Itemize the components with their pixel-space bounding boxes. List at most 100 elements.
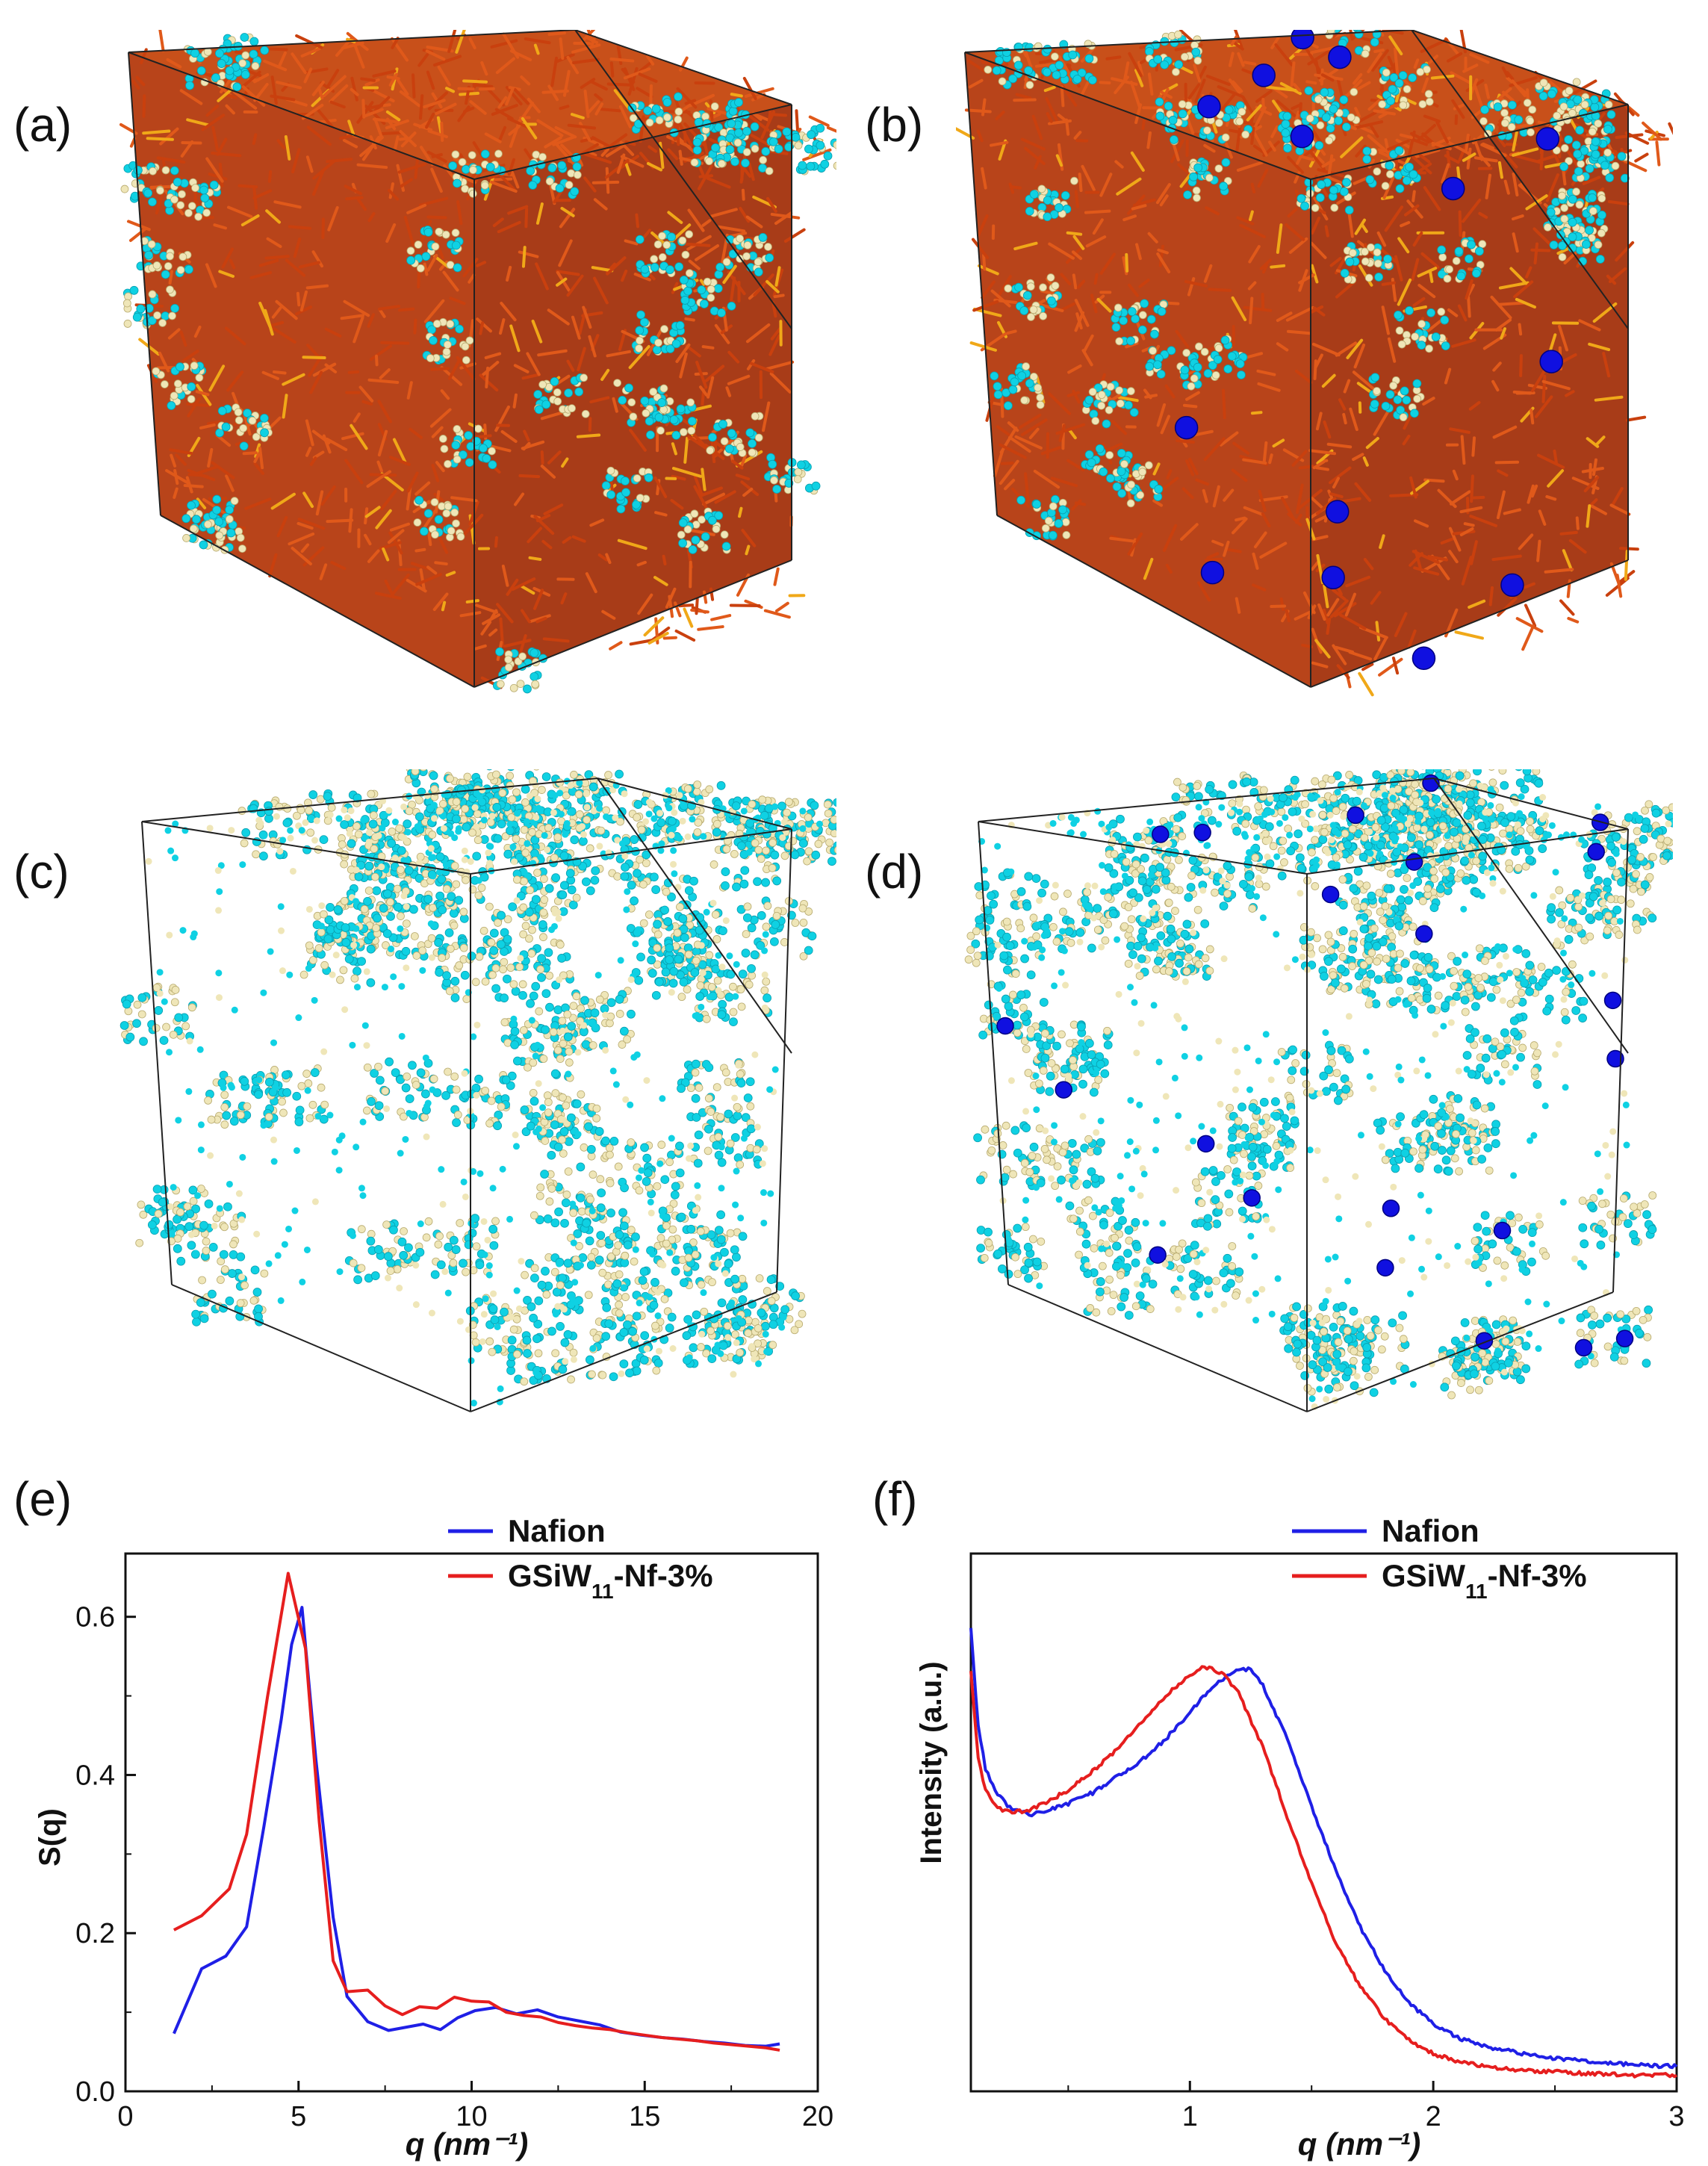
polymer-strand — [589, 396, 610, 404]
polymer-strand — [284, 134, 291, 161]
hydrophilic-cluster — [1304, 86, 1361, 131]
polymer-strand — [479, 321, 485, 335]
water-bead — [1575, 200, 1584, 209]
sulfonate-bead — [1400, 386, 1409, 396]
water-bead — [536, 1183, 545, 1192]
polymer-strand — [1352, 72, 1363, 85]
sulfonate-bead — [742, 126, 751, 136]
polymer-strand — [399, 130, 417, 147]
polymer-strand — [363, 108, 384, 118]
sulfonate-bead — [1464, 254, 1473, 264]
hydrophilic-cluster — [627, 92, 683, 137]
polymer-strand — [1352, 453, 1364, 462]
sulfonate-bead — [1339, 187, 1349, 196]
sulfonate-bead — [170, 166, 179, 176]
water-bead — [1194, 342, 1203, 351]
water-bead — [229, 1240, 237, 1249]
sulfonate-bead — [1437, 245, 1447, 255]
water-bead — [506, 772, 514, 781]
polymer-strand — [1327, 154, 1334, 179]
sulfonate-bead — [541, 400, 551, 409]
water-bead — [569, 1002, 578, 1011]
sulfonate-bead — [635, 235, 645, 244]
polymer-strand — [605, 144, 625, 158]
polymer-strand — [606, 256, 627, 276]
hydrophilic-cluster — [1479, 99, 1537, 140]
sulfonate-bead — [225, 66, 235, 75]
polymer-strand — [448, 358, 462, 380]
pom-ion-sphere — [1290, 124, 1314, 149]
sulfonate-bead — [1043, 196, 1052, 205]
water-bead — [453, 424, 462, 433]
polymer-strand — [1352, 370, 1376, 391]
water-bead — [762, 922, 771, 931]
polymer-strand — [1397, 237, 1410, 254]
polymer-strand — [648, 145, 658, 153]
polymer-strand — [760, 110, 776, 140]
polymer-strand — [1232, 441, 1250, 455]
sulfonate-bead — [594, 1127, 604, 1136]
polymer-strand — [1387, 337, 1397, 363]
polymer-strand — [382, 547, 390, 562]
panel-label-e: (e) — [13, 1472, 72, 1526]
polymer-strand — [1338, 398, 1347, 411]
box-edge — [128, 30, 576, 53]
water-bead — [823, 800, 832, 809]
polymer-strand — [226, 370, 244, 392]
water-bead — [1416, 67, 1425, 76]
water-bead — [794, 468, 803, 477]
polymer-strand — [1609, 503, 1631, 516]
polymer-strand — [1004, 479, 1016, 491]
sulfonate-bead — [573, 1229, 583, 1238]
water-bead — [1062, 530, 1071, 539]
polymer-strand — [479, 373, 499, 392]
sulfonate-bead — [1180, 365, 1190, 375]
sulfonate-bead — [639, 317, 649, 327]
polymer-strand — [571, 43, 601, 54]
sulfonate-bead — [644, 473, 653, 482]
polymer-strand — [400, 178, 413, 188]
polymer-strand — [1237, 52, 1245, 67]
polymer-strand — [494, 536, 498, 548]
polymer-strand — [1164, 384, 1176, 399]
polymer-strand — [635, 213, 640, 229]
sulfonate-bead — [254, 1304, 263, 1314]
polymer-strand — [1323, 421, 1332, 439]
sulfonate-bead — [1140, 299, 1149, 308]
polymer-strand — [1491, 379, 1500, 392]
polymer-strand — [1503, 179, 1510, 195]
polymer-strand — [1394, 612, 1408, 638]
hydrophilic-cluster — [181, 494, 239, 543]
polymer-strand — [571, 315, 581, 340]
polymer-strand — [773, 567, 780, 586]
polymer-strand — [1444, 139, 1470, 155]
water-bead — [1138, 311, 1147, 320]
water-bead — [692, 521, 701, 529]
polymer-strand — [320, 485, 336, 506]
polymer-strand — [317, 87, 324, 100]
polymer-strand — [445, 571, 456, 577]
sulfonate-bead — [1386, 96, 1395, 105]
polymer-strand — [270, 320, 285, 327]
sulfonate-bead — [1405, 306, 1414, 315]
polymer-strand — [566, 359, 575, 372]
polymer-strand — [364, 506, 381, 518]
polymer-strand — [1256, 369, 1276, 376]
polymer-strand — [566, 274, 584, 297]
polymer-strand — [1228, 52, 1235, 67]
polymer-strand — [389, 522, 411, 532]
sulfonate-bead — [259, 413, 269, 423]
simulation-box-edges — [128, 30, 792, 688]
water-bead — [538, 380, 547, 389]
sulfonate-bead — [630, 896, 639, 906]
polymer-strand — [689, 560, 692, 589]
pom-ion-sphere — [1291, 30, 1314, 50]
polymer-strand — [1430, 74, 1455, 80]
sulfonate-bead — [727, 301, 736, 311]
polymer-strand — [1223, 488, 1235, 502]
polymer-strand — [1532, 227, 1552, 246]
polymer-strand — [567, 123, 596, 130]
polymer-strand — [1074, 299, 1090, 327]
sulfonate-bead — [1095, 444, 1105, 453]
polymer-strand — [1375, 621, 1381, 642]
